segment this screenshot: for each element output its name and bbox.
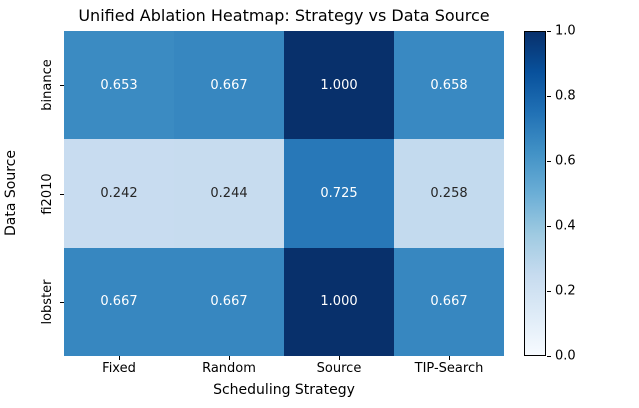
x-tick-mark	[119, 356, 120, 360]
heatmap-grid: 0.653 0.667 1.000 0.658 0.242 0.244 0.725 0.258…	[64, 31, 504, 356]
heatmap-cell: 0.725	[284, 139, 394, 248]
heatmap-cell: 0.658	[394, 31, 504, 140]
y-tick-mark	[60, 301, 64, 303]
x-tick-label: Source	[316, 361, 362, 376]
x-tick-label: Fixed	[102, 361, 136, 376]
x-tick-marks	[64, 356, 504, 360]
colorbar-tick-label: 1.0	[555, 23, 576, 39]
y-tick-marks	[60, 31, 64, 356]
y-tick-label: lobster	[40, 279, 55, 325]
heatmap-cell: 1.000	[284, 31, 394, 140]
x-tick-mark	[229, 356, 230, 360]
x-tick-mark	[449, 356, 450, 360]
heatmap-cell: 0.653	[64, 31, 174, 140]
colorbar-tick-marks	[547, 31, 551, 357]
y-tick-label: fi2010	[40, 172, 55, 215]
colorbar-tick-mark	[547, 96, 551, 97]
heatmap-cell: 0.242	[64, 139, 174, 248]
heatmap-cell: 0.244	[174, 139, 284, 248]
x-tick-label: TIP-Search	[414, 361, 484, 376]
colorbar-tick-mark	[547, 291, 551, 292]
colorbar-tick-label: 0.8	[555, 88, 576, 104]
x-tick-label: Random	[202, 361, 256, 376]
colorbar-tick-label: 0.2	[555, 283, 576, 299]
heatmap-cell: 0.667	[174, 31, 284, 140]
heatmap-cell: 0.258	[394, 139, 504, 248]
heatmap-cell: 1.000	[284, 247, 394, 356]
heatmap-cell: 0.667	[394, 247, 504, 356]
colorbar-tick-mark	[547, 31, 551, 32]
y-tick-labels: binance fi2010 lobster	[40, 31, 56, 356]
y-tick-label: binance	[40, 59, 55, 111]
chart-title: Unified Ablation Heatmap: Strategy vs Da…	[78, 6, 490, 25]
x-tick-labels: Fixed Random Source TIP-Search	[64, 361, 504, 377]
colorbar-tick-label: 0.4	[555, 218, 576, 234]
colorbar-tick-label: 0.6	[555, 153, 576, 169]
colorbar	[524, 31, 546, 356]
colorbar-tick-labels: 0.0 0.2 0.4 0.6 0.8 1.0	[555, 24, 595, 364]
x-axis-label: Scheduling Strategy	[213, 382, 355, 398]
colorbar-tick-label: 0.0	[555, 348, 576, 364]
heatmap-cell: 0.667	[64, 247, 174, 356]
y-tick-mark	[60, 193, 64, 195]
x-tick-mark	[339, 356, 340, 360]
y-axis-label: Data Source	[3, 150, 19, 237]
y-tick-mark	[60, 85, 64, 87]
heatmap-cell: 0.667	[174, 247, 284, 356]
colorbar-tick-mark	[547, 226, 551, 227]
colorbar-tick-mark	[547, 356, 551, 357]
colorbar-tick-mark	[547, 161, 551, 162]
